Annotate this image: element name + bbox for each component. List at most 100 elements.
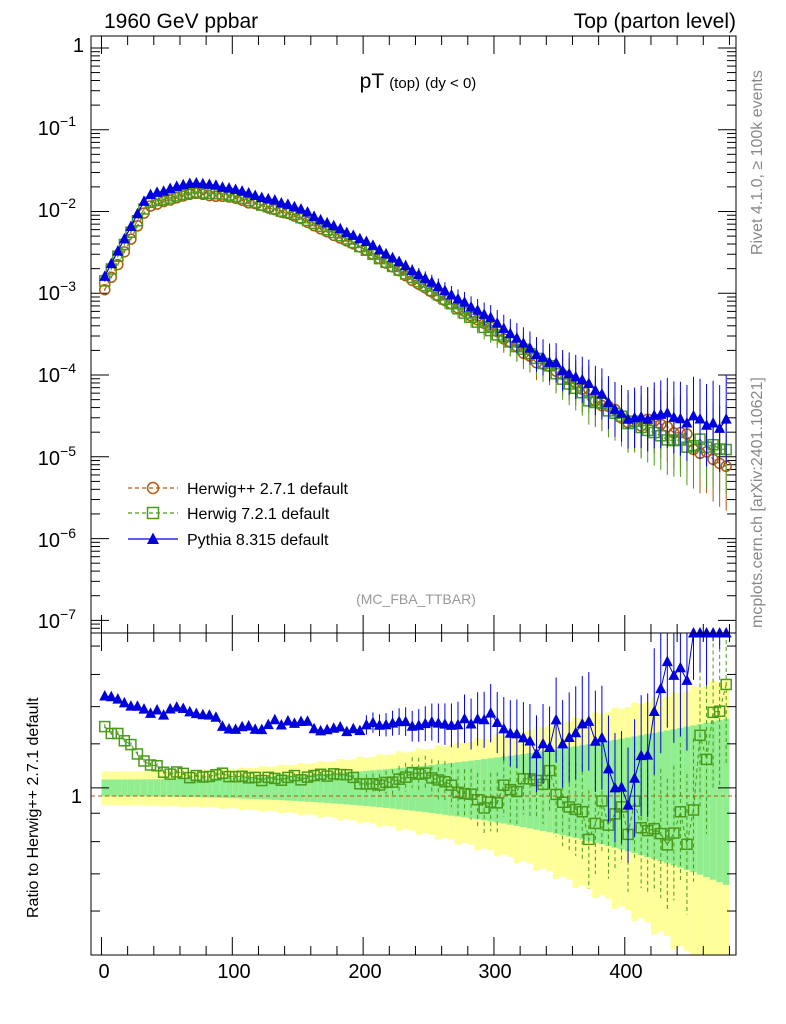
ratio-point	[406, 766, 418, 779]
main-y-tick-labels: 1 10−1 10−2 10−3 10−4 10−5 10−6 10−7	[38, 35, 84, 633]
ratio-band-inner	[206, 778, 213, 798]
series-line	[104, 182, 727, 430]
ratio-band-inner	[336, 772, 344, 804]
ratio-band-inner	[709, 721, 717, 880]
data-point	[249, 189, 261, 201]
ratio-point	[131, 748, 144, 760]
ratio-point	[484, 796, 497, 808]
data-point	[262, 192, 274, 204]
ratio-point	[655, 827, 667, 840]
ratio-point	[439, 776, 451, 788]
ratio-point	[412, 768, 425, 780]
ratio-band-inner	[696, 724, 704, 875]
legend: Herwig++ 2.7.1 default Herwig 7.2.1 defa…	[128, 481, 349, 549]
y-tick-label-1e-4: 10−4	[38, 360, 76, 387]
ratio-point	[164, 768, 176, 780]
ratio-band-inner	[507, 755, 514, 825]
ratio-point	[347, 722, 359, 734]
ratio-band-inner	[265, 776, 272, 800]
ratio-point	[485, 707, 497, 718]
data-point	[550, 356, 562, 368]
legend-entry-herwig7: Herwig 7.2.1 default	[128, 506, 330, 523]
y-tick-label-1e-2: 10−2	[38, 195, 76, 222]
data-point	[190, 177, 202, 188]
ratio-point	[426, 715, 438, 727]
data-point	[256, 191, 268, 203]
ratio-band-inner	[526, 753, 534, 829]
ratio-band-inner	[284, 775, 292, 801]
ratio-point	[707, 706, 719, 719]
ratio-point	[576, 805, 589, 818]
ratio-point	[616, 781, 628, 792]
ratio-point	[668, 827, 680, 839]
ratio-point	[720, 627, 732, 638]
ratio-point	[223, 770, 235, 783]
ratio-point	[694, 729, 706, 742]
ratio-band-inner	[690, 725, 697, 873]
ratio-point	[445, 779, 458, 791]
ratio-point	[478, 713, 490, 725]
ratio-band-inner	[559, 748, 566, 836]
ratio-point	[184, 705, 196, 717]
ratio-point	[700, 753, 713, 766]
ratio-band-inner	[108, 779, 115, 797]
data-point	[216, 181, 228, 192]
ratio-point	[262, 771, 275, 784]
ratio-point	[190, 769, 203, 782]
ratio-point	[295, 774, 307, 786]
ratio-point	[341, 769, 353, 781]
ratio-point	[491, 797, 503, 809]
y-tick-label-1e-3: 10−3	[38, 278, 76, 305]
data-point	[570, 371, 582, 382]
data-point	[282, 198, 294, 209]
ratio-point	[524, 734, 536, 746]
ratio-point	[635, 821, 647, 834]
legend-entry-herwigpp: Herwig++ 2.7.1 default	[128, 481, 349, 498]
ratio-point	[550, 713, 562, 725]
main-x-axis-ticks	[100, 36, 730, 633]
ratio-point	[504, 783, 517, 796]
ratio-band-inner	[271, 776, 279, 800]
ratio-series-line	[104, 632, 727, 807]
ratio-point	[145, 707, 157, 718]
ratio-point	[452, 786, 464, 799]
ratio-point	[458, 787, 471, 800]
ratio-point	[432, 717, 444, 728]
ratio-y-tick-label-1: 1	[71, 786, 82, 808]
ratio-band-inner	[552, 749, 560, 834]
x-tick-label-200: 200	[348, 961, 381, 983]
ratio-band-inner	[350, 771, 357, 805]
ratio-point	[98, 720, 111, 733]
ratio-point	[720, 678, 732, 691]
ratio-point	[432, 774, 445, 786]
ratio-band-inner	[199, 778, 207, 798]
ratio-point	[661, 839, 674, 851]
ratio-point	[452, 718, 464, 730]
data-point	[164, 192, 176, 204]
ratio-band-inner	[402, 767, 409, 810]
ratio-point	[131, 700, 143, 711]
ratio-point	[465, 718, 477, 729]
ratio-point	[288, 769, 301, 782]
ratio-point	[674, 806, 687, 818]
ratio-series	[98, 627, 732, 915]
ratio-point	[256, 723, 268, 735]
ratio-point	[112, 727, 124, 740]
ratio-band-inner	[513, 754, 521, 826]
ratio-band-inner	[323, 773, 331, 803]
ratio-point	[125, 738, 137, 751]
ratio-point	[197, 771, 209, 783]
ratio-band-inner	[454, 762, 462, 817]
ratio-band-inner	[310, 774, 318, 803]
legend-label-pythia: Pythia 8.315 default	[187, 532, 329, 549]
ratio-point	[563, 731, 575, 743]
ratio-y-axis-label: Ratio to Herwig++ 2.7.1 default	[25, 697, 42, 918]
ratio-band-inner	[422, 765, 429, 813]
ratio-band-inner	[546, 750, 553, 833]
ratio-band-inner	[153, 779, 161, 797]
data-point	[275, 196, 287, 208]
ratio-point	[302, 715, 314, 726]
ratio-series-line	[104, 684, 727, 846]
y-tick-label-1e-5: 10−5	[38, 443, 76, 470]
ratio-point	[269, 772, 281, 785]
